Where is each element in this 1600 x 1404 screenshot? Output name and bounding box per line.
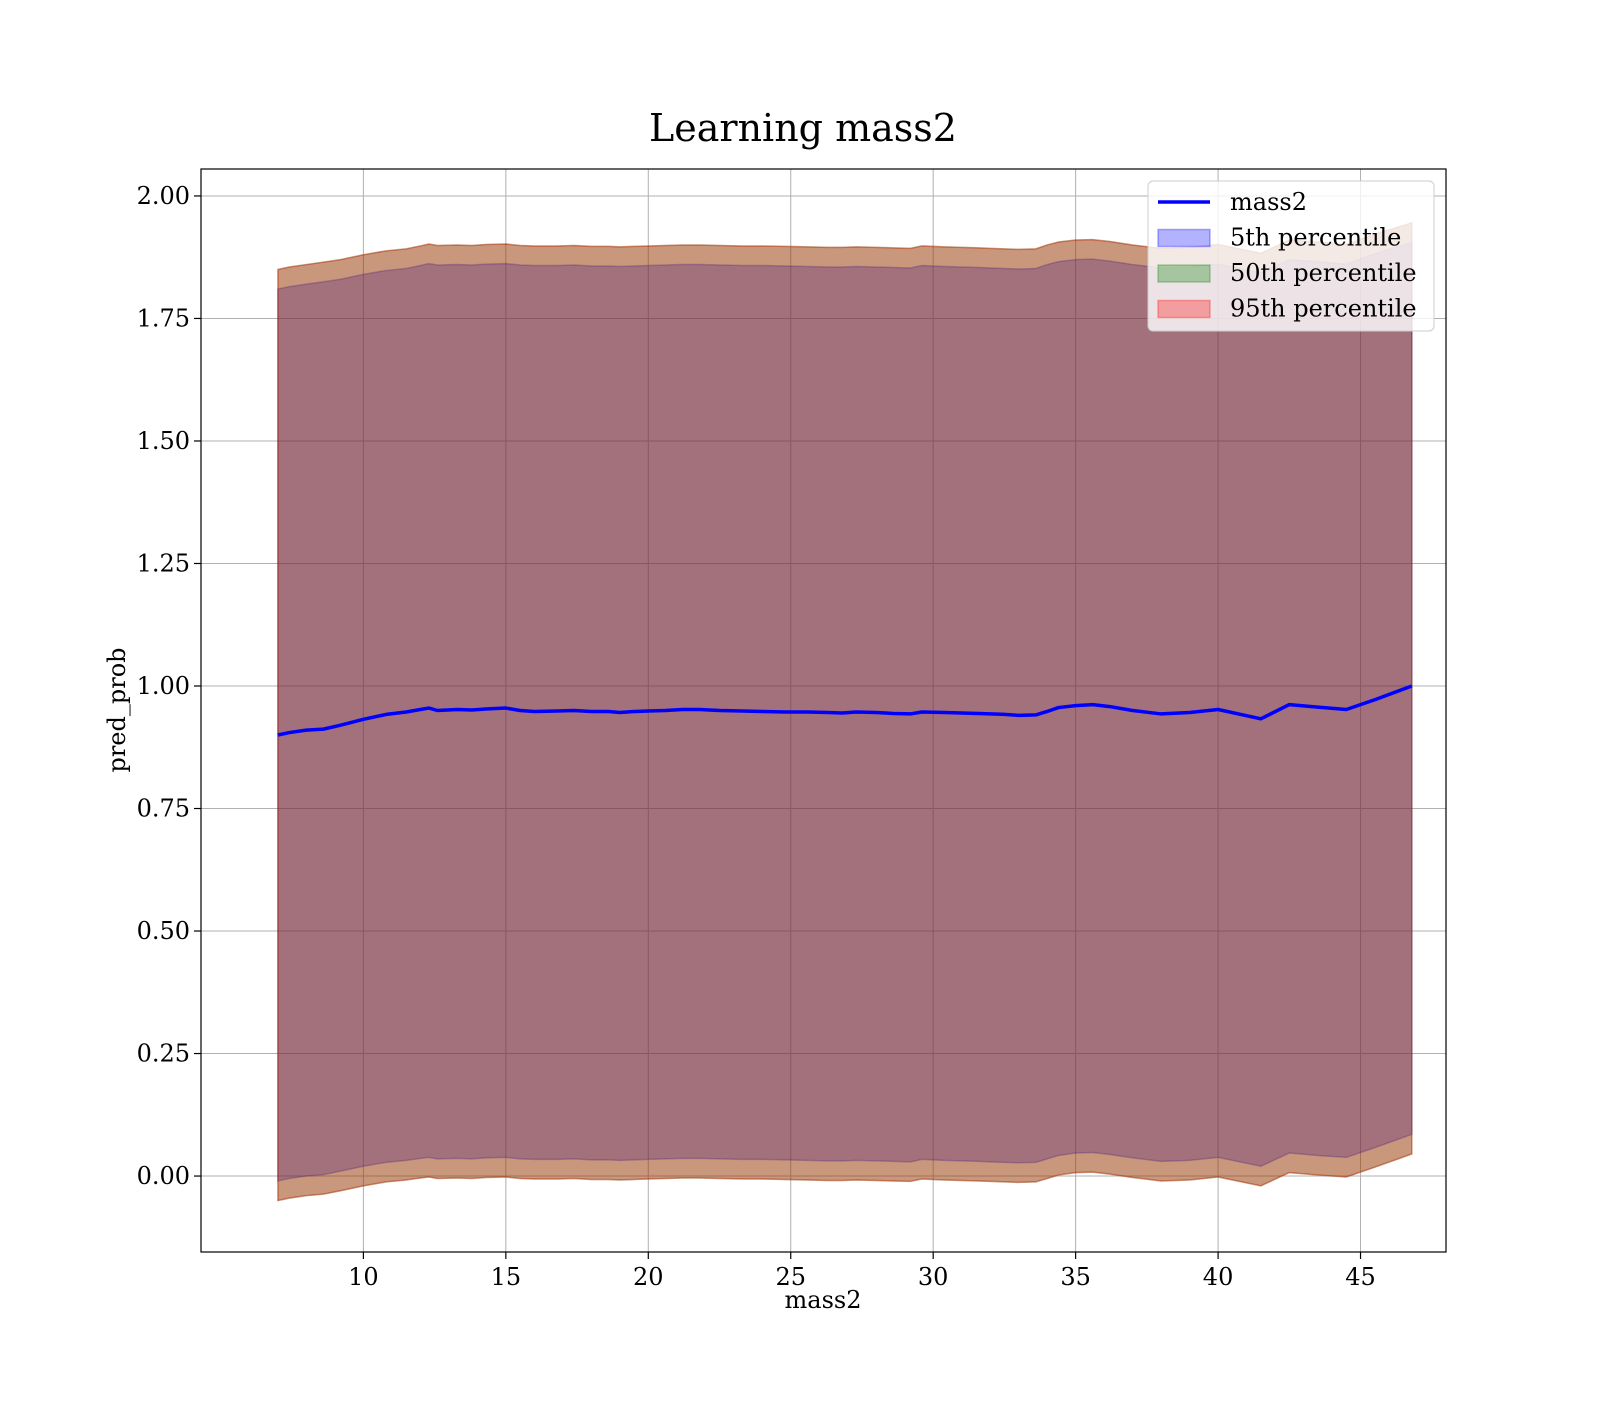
x-tick-label: 20 [633,1263,664,1291]
grid-lines [201,169,1446,1252]
y-tick-label: 0.00 [137,1162,190,1190]
x-tick-label: 15 [491,1263,522,1291]
y-tick-label: 2.00 [137,182,190,210]
x-tick-label: 45 [1345,1263,1376,1291]
y-tick-label: 1.00 [137,672,190,700]
legend-swatch [1157,264,1211,283]
y-tick-label: 1.50 [137,427,190,455]
legend-swatch [1157,299,1211,319]
x-tick-label: 35 [1060,1263,1091,1291]
legend-frame [1147,180,1435,332]
y-tick-label: 0.50 [137,917,190,945]
percentile-bands [277,221,1413,1202]
legend-swatch [1157,228,1211,248]
series-line-mass2 [277,684,1413,737]
legend-label: 95th percentile [1230,295,1417,323]
chart-title: Learning mass2 [649,106,957,150]
legend: mass2 5th percentile 50th percentile 95th p… [1147,180,1435,332]
x-tick-label: 10 [348,1263,379,1291]
x-tick-label: 30 [918,1263,949,1291]
series-lines [277,684,1413,737]
y-tick-label: 1.75 [137,304,190,332]
y-tick-label: 0.75 [137,795,190,823]
x-tick-label: 25 [775,1263,806,1291]
legend-entry: mass2 [1158,188,1307,216]
legend-entry: 5th percentile [1157,224,1401,252]
y-tick-label: 1.25 [137,549,190,577]
legend-entry: 50th percentile [1157,259,1417,287]
x-tick-label: 40 [1203,1263,1234,1291]
y-axis-label: pred_prob [103,647,131,772]
legend-label: mass2 [1230,188,1307,216]
x-axis-ticks: 10 15 20 25 30 35 40 45 [348,1252,1376,1291]
y-axis-ticks: 0.00 0.25 0.50 0.75 1.00 1.25 1.50 1.75 2.00 [137,182,201,1190]
y-tick-label: 0.25 [137,1040,190,1068]
plot-area-frame [200,168,1447,1253]
legend-entry: 95th percentile [1157,295,1417,323]
legend-label: 5th percentile [1230,224,1401,252]
x-axis-label: mass2 [785,1286,862,1314]
legend-label: 50th percentile [1230,259,1417,287]
